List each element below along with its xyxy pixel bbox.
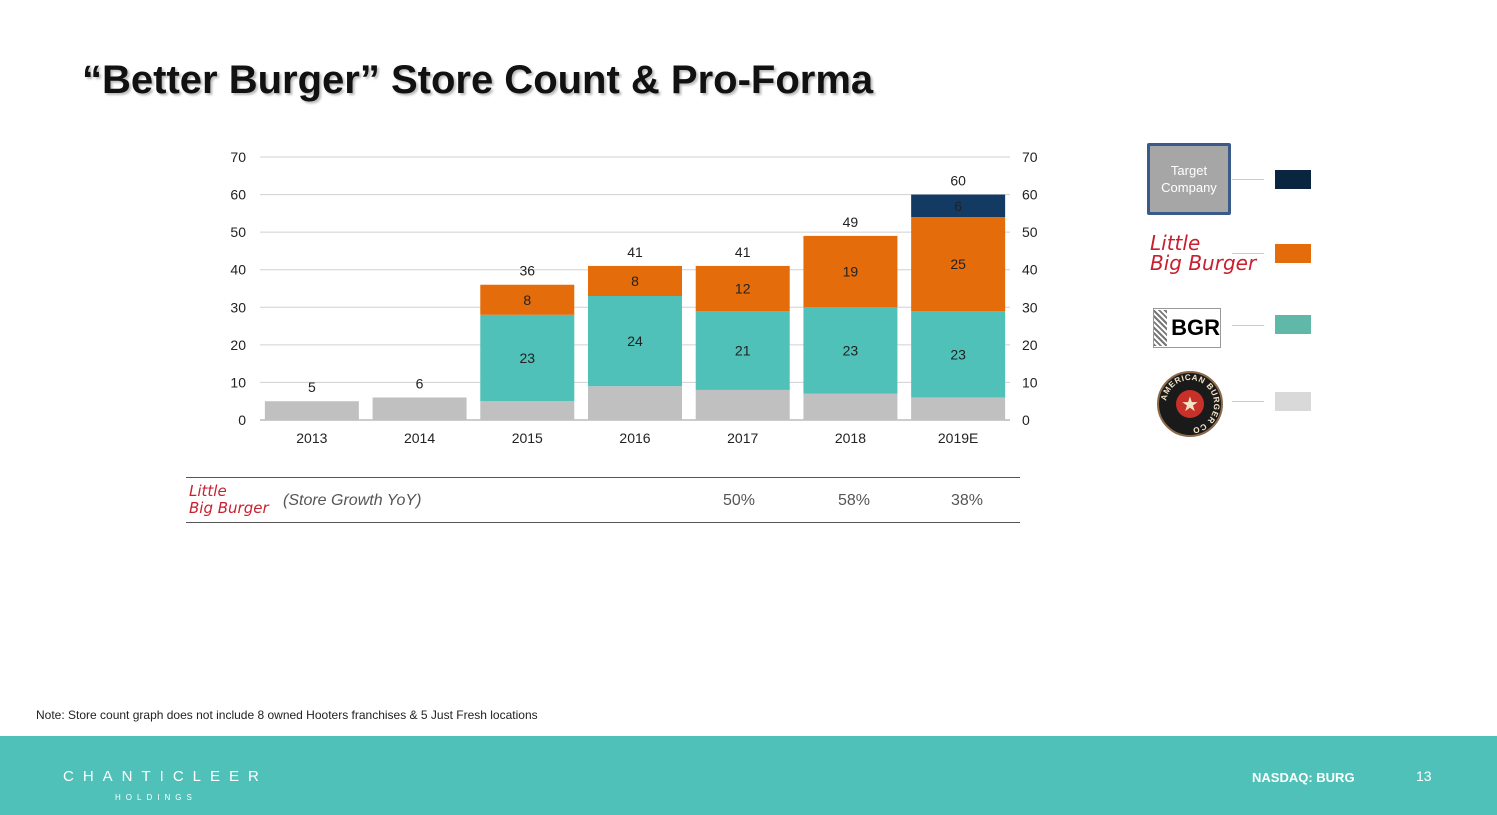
little-big-burger-logo: Little Big Burger bbox=[189, 482, 269, 517]
x-tick-label: 2013 bbox=[296, 430, 327, 446]
bar-segment bbox=[264, 401, 359, 420]
bar-segment bbox=[695, 265, 790, 312]
bar-segment bbox=[911, 194, 1006, 218]
segment-label: 25 bbox=[950, 256, 966, 272]
segment-label: 21 bbox=[735, 342, 751, 358]
bar-segment bbox=[911, 217, 1006, 312]
page-title: “Better Burger” Store Count & Pro-Forma bbox=[82, 58, 874, 102]
bar-segment bbox=[588, 265, 682, 297]
growth-2017: 50% bbox=[722, 492, 756, 509]
ticker: NASDAQ: BURG bbox=[1252, 770, 1355, 785]
bar-segment bbox=[911, 397, 1006, 420]
y-tick-left: 10 bbox=[230, 374, 246, 390]
bar-segment bbox=[695, 389, 790, 420]
footer-bar: CHANTICLEER HOLDINGS NASDAQ: BURG 13 bbox=[0, 736, 1497, 815]
bar-segment bbox=[803, 235, 898, 308]
y-tick-right: 70 bbox=[1022, 149, 1038, 165]
store-growth-row: Little Big Burger (Store Growth YoY) 50% … bbox=[186, 477, 1020, 523]
y-tick-right: 10 bbox=[1022, 374, 1038, 390]
y-tick-left: 40 bbox=[230, 262, 246, 278]
x-tick-label: 2018 bbox=[835, 430, 866, 446]
x-tick-label: 2016 bbox=[619, 430, 650, 446]
y-tick-right: 0 bbox=[1022, 412, 1030, 428]
y-tick-right: 20 bbox=[1022, 337, 1038, 353]
bar-segment bbox=[480, 314, 575, 402]
bar-segment bbox=[803, 393, 898, 420]
x-tick-label: 2019E bbox=[938, 430, 978, 446]
y-tick-right: 30 bbox=[1022, 299, 1038, 315]
total-label: 41 bbox=[627, 244, 643, 260]
bar-segment bbox=[588, 296, 682, 387]
growth-2018: 58% bbox=[837, 492, 871, 509]
segment-label: 12 bbox=[735, 281, 751, 297]
legend-connector bbox=[1232, 401, 1264, 402]
x-tick-label: 2017 bbox=[727, 430, 758, 446]
y-tick-left: 30 bbox=[230, 299, 246, 315]
total-label: 5 bbox=[308, 379, 316, 395]
bar-segment bbox=[372, 397, 467, 420]
y-tick-left: 20 bbox=[230, 337, 246, 353]
total-label: 60 bbox=[950, 173, 966, 189]
little-big-burger-logo: Little Big Burger bbox=[1150, 231, 1257, 275]
chanticleer-logo-sub: HOLDINGS bbox=[115, 793, 197, 802]
bar-segment bbox=[911, 311, 1006, 398]
store-count-chart: 0 0 10 10 20 20 30 30 40 40 50 50 60 60 70 70 5 2013 6 2014… bbox=[230, 149, 1038, 446]
segment-label: 23 bbox=[950, 346, 966, 362]
x-tick-label: 2014 bbox=[404, 430, 435, 446]
y-tick-right: 60 bbox=[1022, 187, 1038, 203]
growth-label: (Store Growth YoY) bbox=[283, 492, 422, 509]
legend-swatch-abc bbox=[1275, 392, 1311, 411]
y-tick-right: 40 bbox=[1022, 262, 1038, 278]
y-tick-left: 60 bbox=[230, 187, 246, 203]
y-tick-left: 50 bbox=[230, 224, 246, 240]
legend-connector bbox=[1232, 179, 1264, 180]
y-tick-left: 0 bbox=[238, 412, 246, 428]
legend-swatch-target bbox=[1275, 170, 1311, 189]
segment-label: 6 bbox=[954, 198, 962, 214]
bgr-logo: BGR bbox=[1153, 308, 1221, 348]
segment-label: 23 bbox=[843, 342, 859, 358]
bar-segment bbox=[803, 307, 898, 394]
y-tick-right: 50 bbox=[1022, 224, 1038, 240]
american-burger-co-logo: ★ American Burger Co bbox=[1157, 371, 1223, 437]
y-tick-left: 70 bbox=[230, 149, 246, 165]
segment-label: 24 bbox=[627, 333, 643, 349]
total-label: 49 bbox=[843, 214, 859, 230]
total-label: 6 bbox=[416, 375, 424, 391]
legend-connector bbox=[1232, 325, 1264, 326]
page-number: 13 bbox=[1416, 768, 1432, 784]
legend-connector bbox=[1232, 253, 1264, 254]
star-icon: ★ bbox=[1181, 394, 1199, 416]
growth-2019e: 38% bbox=[950, 492, 984, 509]
footnote: Note: Store count graph does not include… bbox=[36, 708, 538, 722]
total-label: 41 bbox=[735, 244, 751, 260]
bar-segment bbox=[480, 401, 575, 420]
bar-segment bbox=[480, 284, 575, 315]
segment-label: 8 bbox=[523, 292, 531, 308]
x-tick-label: 2015 bbox=[512, 430, 543, 446]
legend-swatch-lbb bbox=[1275, 244, 1311, 263]
chanticleer-logo: CHANTICLEER bbox=[63, 768, 268, 785]
segment-label: 8 bbox=[631, 273, 639, 289]
bar-segment bbox=[695, 311, 790, 390]
segment-label: 19 bbox=[843, 264, 859, 280]
total-label: 36 bbox=[519, 263, 535, 279]
segment-label: 23 bbox=[519, 350, 535, 366]
legend-target-company: Target Company bbox=[1147, 143, 1231, 215]
bar-segment bbox=[588, 386, 682, 420]
legend-swatch-bgr bbox=[1275, 315, 1311, 334]
